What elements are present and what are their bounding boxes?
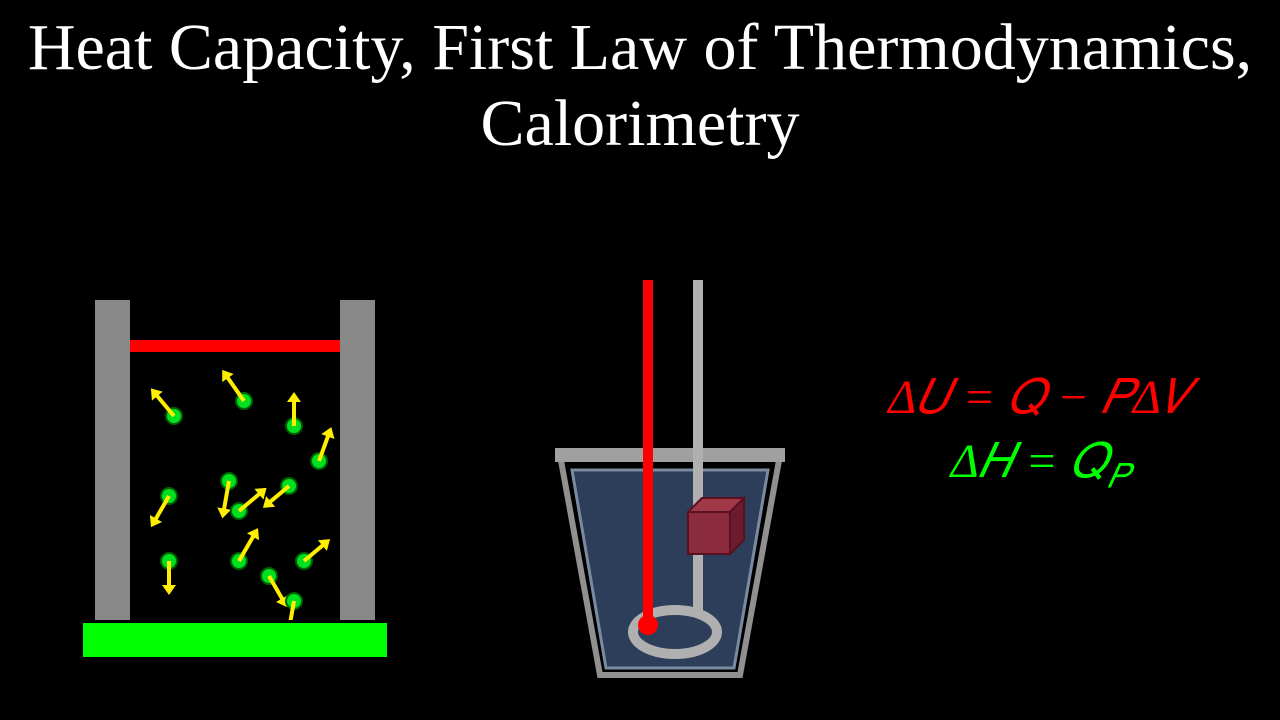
- equations-block: Δ𝑈 = 𝑄 − 𝑃Δ𝑉 Δ𝐻 = 𝑄𝑃: [830, 370, 1250, 497]
- cup-lid: [555, 448, 785, 462]
- page-title: Heat Capacity, First Law of Thermodynami…: [0, 10, 1280, 162]
- gas-chamber: [130, 352, 340, 620]
- velocity-arrow-icon: [292, 400, 296, 426]
- velocity-arrow-icon: [167, 561, 171, 587]
- piston-diagram: [80, 300, 390, 660]
- piston-wall-left: [95, 300, 130, 620]
- enthalpy-subscript: 𝑃: [1107, 459, 1129, 496]
- thermometer-bulb: [638, 615, 658, 635]
- enthalpy-equation: Δ𝐻 = 𝑄𝑃: [830, 434, 1250, 497]
- piston-top: [130, 340, 340, 352]
- enthalpy-lhs: Δ𝐻 = 𝑄: [951, 435, 1108, 488]
- heater-base: [80, 620, 390, 660]
- calorimeter-diagram: [540, 280, 800, 680]
- piston-wall-right: [340, 300, 375, 620]
- first-law-equation: Δ𝑈 = 𝑄 − 𝑃Δ𝑉: [830, 370, 1250, 426]
- sample-cube-icon: [688, 498, 744, 554]
